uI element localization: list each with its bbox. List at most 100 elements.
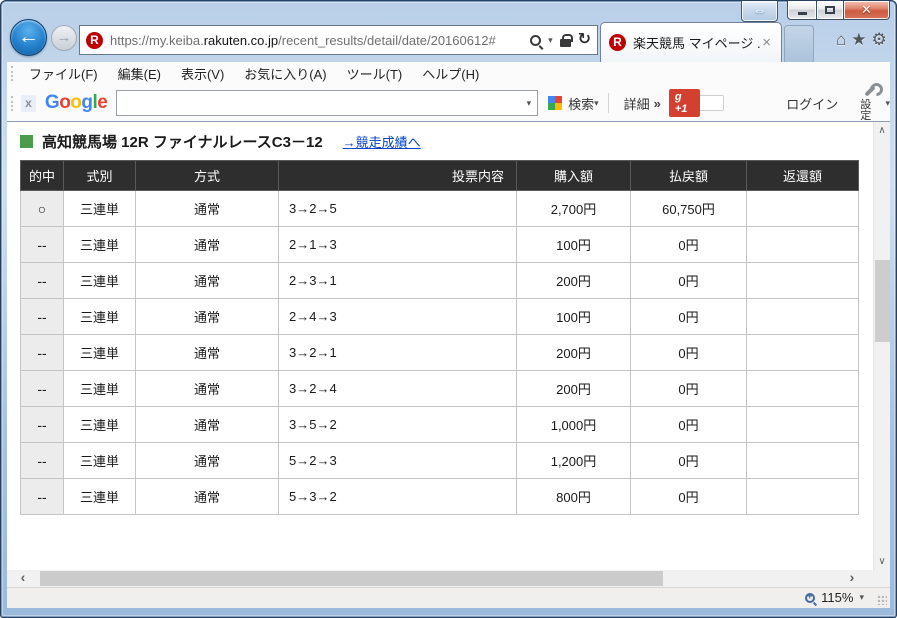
toolbar-settings-button[interactable]: 設定 <box>860 84 879 122</box>
horizontal-scrollbar[interactable]: ‹ › <box>7 570 890 587</box>
horizontal-scrollbar-thumb[interactable] <box>40 571 663 586</box>
table-row: -- 三連単 通常 5→2→3 1,200円 0円 <box>20 442 859 479</box>
cell-refund <box>746 406 859 443</box>
cell-refund <box>746 370 859 407</box>
cell-refund <box>746 478 859 515</box>
refresh-icon[interactable]: ↻ <box>577 31 591 48</box>
cell-payout: 0円 <box>630 370 747 407</box>
back-button[interactable]: ← <box>10 19 47 56</box>
page-content: 高知競馬場 12R ファイナルレースC3－12 →競走成績へ 的中 式別 方式 … <box>7 122 890 570</box>
menu-favorites[interactable]: お気に入り(A) <box>244 67 327 82</box>
new-tab-button[interactable] <box>784 25 814 62</box>
zoom-dropdown-icon[interactable]: ▾ <box>859 592 864 602</box>
login-button[interactable]: ログイン <box>786 96 839 112</box>
url-domain: rakuten.co.jp <box>203 32 279 48</box>
page-title: 高知競馬場 12R ファイナルレースC3－12 <box>42 134 323 151</box>
browser-tab[interactable]: R 楽天競馬 マイページ ... × <box>600 22 782 62</box>
cell-hit: -- <box>20 334 64 371</box>
cell-type: 三連単 <box>63 262 136 299</box>
cell-payout: 0円 <box>630 406 747 443</box>
menu-help[interactable]: ヘルプ(H) <box>422 67 480 82</box>
column-header-payout: 払戻額 <box>630 160 747 191</box>
cell-type: 三連単 <box>63 370 136 407</box>
maximize-button[interactable] <box>816 1 843 20</box>
window-resize-flip-button[interactable]: ⇔ <box>741 1 778 22</box>
forward-arrow-icon: → <box>56 29 72 46</box>
back-arrow-icon: ← <box>18 25 39 48</box>
cell-type: 三連単 <box>63 190 136 227</box>
details-button[interactable]: 詳細 <box>623 96 650 112</box>
cell-payout: 0円 <box>630 442 747 479</box>
menu-edit[interactable]: 編集(E) <box>117 67 161 82</box>
google-search-input[interactable]: ▾ <box>116 90 539 116</box>
lock-icon <box>559 33 573 47</box>
close-icon: ✕ <box>861 2 872 17</box>
close-button[interactable]: ✕ <box>843 1 890 20</box>
cell-refund <box>746 262 859 299</box>
column-header-content: 投票内容 <box>278 160 517 191</box>
cell-payout: 0円 <box>630 478 747 515</box>
table-row: -- 三連単 通常 3→2→1 200円 0円 <box>20 334 859 371</box>
scroll-down-icon[interactable]: ∨ <box>878 556 886 567</box>
search-history-dropdown-icon[interactable]: ▾ <box>526 97 532 108</box>
cell-type: 三連単 <box>63 226 136 263</box>
tab-close-icon[interactable]: × <box>762 33 771 51</box>
toolbar-grip <box>11 95 13 111</box>
cell-type: 三連単 <box>63 298 136 335</box>
google-toolbar-icon <box>548 96 563 110</box>
zoom-control[interactable]: 115% ▾ <box>805 590 864 605</box>
table-row: ○ 三連単 通常 3→2→5 2,700円 60,750円 <box>20 190 859 227</box>
scroll-left-icon[interactable]: ‹ <box>20 569 26 585</box>
cell-purchase: 100円 <box>516 226 631 263</box>
wrench-icon <box>862 84 877 99</box>
cell-purchase: 200円 <box>516 262 631 299</box>
cell-hit: -- <box>20 226 64 263</box>
rakuten-favicon: R <box>86 31 103 49</box>
settings-label: 設定 <box>860 99 872 122</box>
details-chevrons-icon[interactable]: » <box>653 95 661 111</box>
cell-hit: -- <box>20 478 64 515</box>
cell-method: 通常 <box>135 442 279 479</box>
scroll-up-icon[interactable]: ∧ <box>878 125 886 136</box>
google-logo: Google <box>44 92 108 113</box>
cell-type: 三連単 <box>63 334 136 371</box>
cell-content: 5→2→3 <box>278 442 517 479</box>
home-icon[interactable]: ⌂ <box>836 30 847 49</box>
search-options-dropdown-icon[interactable]: ▾ <box>594 97 599 108</box>
menu-view[interactable]: 表示(V) <box>180 67 225 82</box>
window-controls: ✕ <box>787 1 890 20</box>
vertical-scrollbar[interactable]: ∧ ∨ <box>873 122 890 570</box>
favorites-star-icon[interactable]: ★ <box>851 30 867 49</box>
toolbar-close-button[interactable]: x <box>21 94 36 112</box>
cell-content: 3→2→5 <box>278 190 517 227</box>
green-square-icon <box>20 135 33 148</box>
scroll-right-icon[interactable]: › <box>849 569 855 585</box>
google-toolbar: x Google ▾ 検索 ▾ 詳細 » g +1 ログイン 設定 ▾ <box>7 85 890 122</box>
menu-file[interactable]: ファイル(F) <box>29 67 98 82</box>
cell-purchase: 2,700円 <box>516 190 631 227</box>
settings-dropdown-icon[interactable]: ▾ <box>885 97 891 108</box>
search-icon[interactable] <box>530 34 542 46</box>
address-bar[interactable]: R https://my.keiba.rakuten.co.jp/recent_… <box>79 25 598 55</box>
google-search-button[interactable]: 検索 <box>568 96 595 112</box>
toolbar-separator <box>607 93 609 113</box>
race-heading: 高知競馬場 12R ファイナルレースC3－12 →競走成績へ <box>20 131 421 152</box>
menu-tools[interactable]: ツール(T) <box>346 67 403 82</box>
resize-grip[interactable] <box>877 595 887 605</box>
race-results-link[interactable]: →競走成績へ <box>342 135 421 150</box>
minimize-icon <box>797 11 807 15</box>
double-arrow-icon: ⇔ <box>752 2 767 18</box>
table-row: -- 三連単 通常 3→2→4 200円 0円 <box>20 370 859 407</box>
minimize-button[interactable] <box>787 1 816 20</box>
cell-hit: -- <box>20 442 64 479</box>
cell-method: 通常 <box>135 298 279 335</box>
plus-one-button[interactable]: g +1 <box>668 89 701 117</box>
cell-payout: 0円 <box>630 226 747 263</box>
settings-gear-icon[interactable]: ⚙ <box>871 30 887 49</box>
table-row: -- 三連単 通常 2→3→1 200円 0円 <box>20 262 859 299</box>
cell-method: 通常 <box>135 262 279 299</box>
search-dropdown-icon[interactable]: ▾ <box>548 34 553 45</box>
vertical-scrollbar-thumb[interactable] <box>875 260 890 342</box>
forward-button[interactable]: → <box>51 25 77 51</box>
url-text: https://my.keiba.rakuten.co.jp/recent_re… <box>110 33 530 48</box>
